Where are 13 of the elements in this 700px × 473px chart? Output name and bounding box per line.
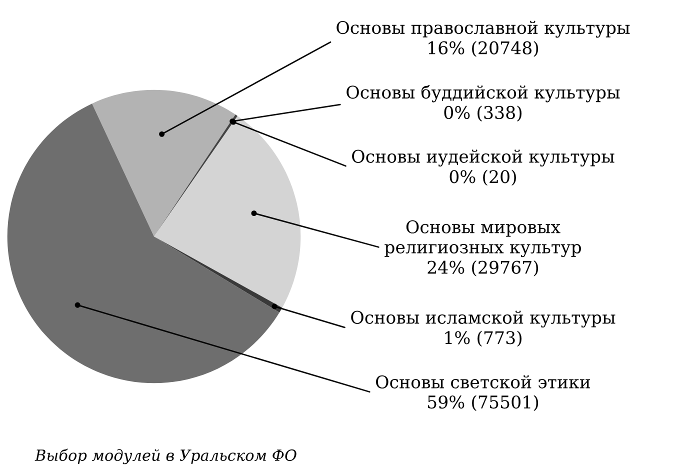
slice-label: Основы мировых религиозных культур (384, 220, 581, 258)
slice-label: Основы православной культуры (336, 20, 630, 38)
slice-label: Основы иудейской культуры (352, 150, 614, 166)
slice-label: Основы исламской культуры (351, 310, 616, 328)
data-label: 59% (75501) (428, 395, 538, 412)
slice-label: Основы буддийской культуры (346, 84, 620, 102)
data-label: 0% (338) (444, 106, 522, 122)
slice-label: Основы светской этики (376, 375, 590, 388)
text: Выбор модулей в Уральском ФО (34, 448, 296, 464)
data-label: 16% (20748) (428, 40, 538, 57)
data-label: 1% (773) (445, 330, 522, 347)
data-label: 24% (29767) (428, 260, 538, 276)
data-label: 0% (20) (450, 170, 516, 186)
